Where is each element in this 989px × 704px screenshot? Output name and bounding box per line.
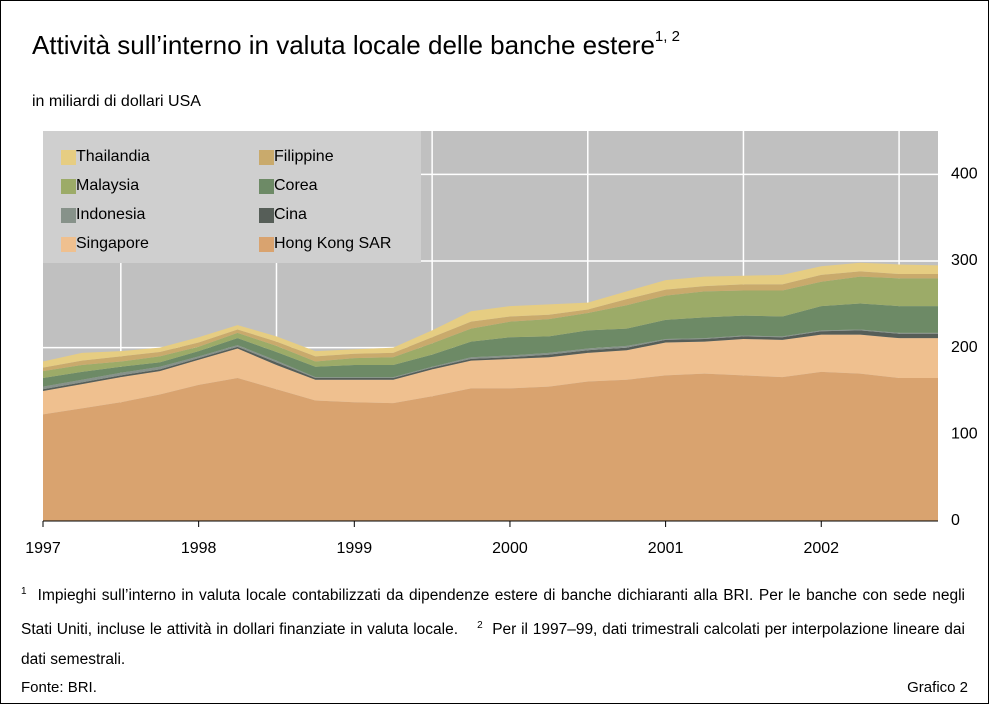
legend: Hong Kong SAR Singapore Cina Indonesia Corea… <box>43 131 421 263</box>
legend-swatch <box>259 208 274 223</box>
legend-label: Malaysia <box>76 177 139 194</box>
y-tick-label: 300 <box>951 252 978 269</box>
footnote-text: Impieghi sull’interno in valuta locale c… <box>21 587 965 638</box>
legend-swatch <box>259 179 274 194</box>
x-tick-label: 1997 <box>25 540 61 557</box>
x-tick-label: 2002 <box>803 540 839 557</box>
legend-swatch <box>61 208 76 223</box>
area <box>43 371 938 521</box>
x-tick-label: 1999 <box>337 540 373 557</box>
area <box>43 334 938 415</box>
x-tick-label: 2001 <box>648 540 684 557</box>
legend-label: Thailandia <box>76 148 150 165</box>
footnote-marker: 2 <box>477 620 483 631</box>
y-tick-label: 0 <box>951 512 960 529</box>
area <box>43 303 938 387</box>
area <box>43 276 938 378</box>
y-tick-label: 400 <box>951 166 978 183</box>
footnote: 1 Impieghi sull’interno in valuta locale… <box>21 586 965 638</box>
area <box>43 262 938 368</box>
chart-title: Attività sull’interno in valuta locale d… <box>32 28 680 60</box>
footnote-text: Per il 1997–99, dati trimestrali calcola… <box>21 621 965 668</box>
legend-swatch <box>61 150 76 165</box>
y-tick-label: 100 <box>951 426 978 443</box>
legend-box <box>43 131 421 263</box>
legend-label: Indonesia <box>76 206 145 223</box>
legend-label: Hong Kong SAR <box>274 235 391 252</box>
x-tick-label: 2000 <box>492 540 528 557</box>
chart-label: Grafico 2 <box>907 679 968 696</box>
footnote: 2 Per il 1997–99, dati trimestrali calco… <box>21 620 965 668</box>
legend-label: Filippine <box>274 148 334 165</box>
title-note: 1, 2 <box>655 28 680 45</box>
footnote-marker: 1 <box>21 586 27 597</box>
legend-label: Singapore <box>76 235 149 252</box>
legend-label: Cina <box>274 206 307 223</box>
chart-subtitle: in miliardi di dollari USA <box>32 93 201 110</box>
x-tick-label: 1998 <box>181 540 217 557</box>
legend-swatch <box>259 150 274 165</box>
y-tick-label: 200 <box>951 339 978 356</box>
legend-swatch <box>259 237 274 252</box>
legend-swatch <box>61 237 76 252</box>
legend-swatch <box>61 179 76 194</box>
legend-label: Corea <box>274 177 318 194</box>
footnotes: 1 Impieghi sull’interno in valuta locale… <box>21 577 965 675</box>
chart: Attività sull’interno in valuta locale d… <box>25 28 978 557</box>
source: Fonte: BRI. <box>21 679 97 696</box>
title-text: Attività sull’interno in valuta locale d… <box>32 30 655 60</box>
area <box>43 271 938 372</box>
